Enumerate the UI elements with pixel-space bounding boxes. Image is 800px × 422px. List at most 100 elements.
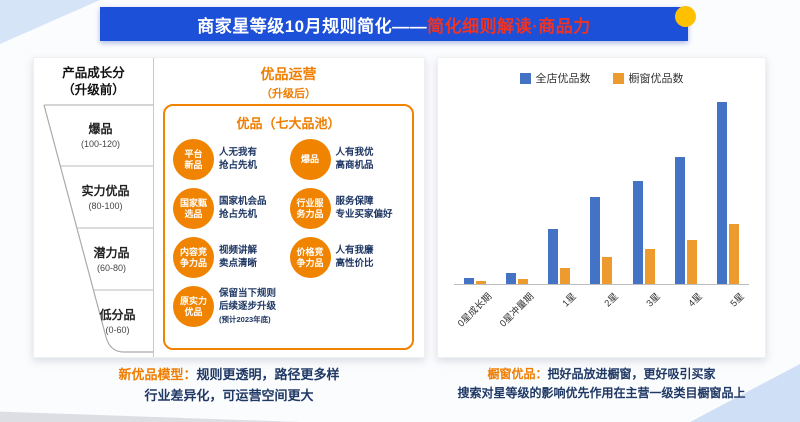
bar-window-count [686, 239, 697, 284]
pool-circle: 价格竞 争力品 [289, 237, 331, 278]
legend-swatch-blue [519, 72, 531, 84]
tier-hot-product: 爆品 (100-120) [34, 120, 153, 149]
pool-item-industry-service: 行业服 务力品 服务保障 专业买家偏好 [289, 188, 405, 229]
bar-group [632, 94, 655, 284]
bar-store-count [548, 228, 559, 284]
right-panel: 全店优品数 橱窗优品数 [437, 57, 766, 358]
x-label-cell: 2星 [590, 285, 620, 337]
pool-circle: 内容竞 争力品 [173, 237, 214, 278]
left-caption-line1: 新优品模型：规则更透明，路径更多样 [33, 365, 425, 386]
x-tick-label: 0星冲量期 [497, 291, 537, 330]
slide-title-main: 商家星等级10月规则简化—— [197, 16, 428, 36]
left-caption-line2: 行业差异化，可运营空间更大 [144, 387, 314, 403]
operation-subtitle: （升级后） [261, 88, 316, 100]
legend-label: 全店优品数 [535, 73, 591, 85]
bar-store-count [632, 181, 643, 284]
pool-desc: 保留当下规则 后续逐步升级 [219, 288, 277, 312]
growth-column-title: 产品成长分 （升级前） [62, 66, 125, 97]
pool-item-price-competitive: 价格竞 争力品 人有我廉 高性价比 [289, 237, 405, 278]
pool-box: 优品（七大品池） 平台 新品 人无我有 抢占先机 爆品 人有我优 高商机品 国家… [163, 104, 414, 350]
pool-circle: 原实力 优品 [173, 286, 214, 327]
bar-window-count [518, 279, 529, 284]
tier-strong-product: 实力优品 (80-100) [34, 182, 153, 211]
bar-store-count [464, 277, 475, 284]
pool-circle: 行业服 务力品 [289, 188, 331, 229]
x-tick-label: 5星 [728, 291, 747, 310]
left-panel: 产品成长分 （升级前） 爆品 (100-120) 实力优品 (80-100) [33, 57, 425, 358]
pool-grid: 平台 新品 人无我有 抢占先机 爆品 人有我优 高商机品 国家甄 选品 国家机会… [173, 139, 404, 327]
bar-group [674, 94, 697, 284]
pool-circle: 国家甄 选品 [173, 188, 214, 229]
bar-chart: 0星成长期 0星冲量期 1星 2星 3星 4星 5星 [454, 94, 749, 337]
right-caption-text: 把好品放进橱窗，更好吸引买家 [547, 367, 716, 381]
x-label-cell: 1星 [548, 285, 578, 337]
pool-desc: 人有我廉 高性价比 [335, 245, 374, 269]
chart-plot-area [454, 94, 749, 285]
x-label-cell: 4星 [675, 285, 704, 337]
right-caption-line2: 搜索对星等级的影响优先作用在主营一级类目橱窗品上 [457, 386, 746, 401]
pool-item-national-select: 国家甄 选品 国家机会品 抢占先机 [173, 188, 288, 229]
pool-desc: 视频讲解 卖点清晰 [219, 245, 258, 269]
x-tick-label: 0星成长期 [455, 291, 494, 330]
pool-desc: 国家机会品 抢占先机 [219, 196, 267, 220]
pool-item-content-competitive: 内容竞 争力品 视频讲解 卖点清晰 [173, 237, 288, 278]
chart-legend: 全店优品数 橱窗优品数 [438, 58, 765, 86]
left-caption-text: 规则更透明，路径更多样 [196, 367, 340, 382]
x-tick-label: 4星 [686, 291, 705, 310]
left-caption: 新优品模型：规则更透明，路径更多样 行业差异化，可运营空间更大 [33, 365, 425, 407]
pool-title: 优品（七大品池） [236, 116, 341, 131]
bar-window-count [728, 223, 739, 284]
tier-name: 潜力品 [93, 245, 130, 260]
x-tick-label: 3星 [644, 291, 663, 310]
bar-store-count [590, 196, 601, 284]
yellow-dot-decoration [675, 6, 696, 27]
bar-group [464, 94, 487, 284]
chart-x-labels: 0星成长期 0星冲量期 1星 2星 3星 4星 5星 [454, 285, 749, 337]
tier-name: 低分品 [99, 307, 136, 322]
x-label-cell: 0星成长期 [456, 285, 494, 337]
tier-name: 爆品 [88, 121, 113, 136]
right-caption: 橱窗优品：把好品放进橱窗，更好吸引买家 搜索对星等级的影响优先作用在主营一级类目… [437, 365, 766, 403]
bar-group [548, 94, 571, 284]
tier-low-score-product: 低分品 (0-60) [34, 306, 153, 335]
bar-window-count [644, 249, 655, 284]
pool-item-hot: 爆品 人有我优 高商机品 [289, 139, 405, 180]
legend-label: 橱窗优品数 [628, 73, 684, 85]
corner-decoration-top-left [0, 0, 100, 44]
bar-store-count [716, 101, 727, 284]
bar-window-count [602, 257, 613, 284]
bar-store-count [506, 272, 517, 284]
pool-desc: 人有我优 高商机品 [335, 147, 374, 171]
bar-group [506, 94, 529, 284]
operation-title: 优品运营 [260, 66, 317, 82]
pool-item-platform-new: 平台 新品 人无我有 抢占先机 [173, 139, 288, 180]
bar-window-count [560, 268, 571, 284]
tier-range: (100-120) [80, 138, 121, 149]
left-caption-lead: 新优品模型： [118, 367, 197, 382]
x-tick-label: 1星 [560, 291, 579, 310]
legend-item-window-count: 橱窗优品数 [612, 70, 684, 86]
operation-column: 优品运营 （升级后） 优品（七大品池） 平台 新品 人无我有 抢占先机 爆品 人… [154, 58, 424, 357]
tier-range: (60-80) [96, 262, 126, 273]
corner-decoration-bottom-left [0, 411, 300, 422]
pool-desc: 服务保障 专业买家偏好 [335, 196, 393, 220]
right-caption-line1: 橱窗优品：把好品放进橱窗，更好吸引买家 [437, 365, 766, 384]
pool-desc: 人无我有 抢占先机 [219, 147, 258, 171]
title-banner: 商家星等级10月规则简化—— 简化细则解读·商品力 [100, 7, 688, 41]
legend-item-store-count: 全店优品数 [519, 70, 591, 86]
bar-group [716, 94, 739, 284]
tier-potential-product: 潜力品 (60-80) [34, 244, 153, 273]
legend-swatch-orange [612, 72, 624, 84]
x-label-cell: 5星 [717, 285, 747, 337]
bar-window-count [476, 280, 487, 284]
x-label-cell: 0星冲量期 [498, 285, 536, 337]
tier-range: (0-60) [105, 324, 130, 335]
growth-funnel: 爆品 (100-120) 实力优品 (80-100) 潜力品 (60-80) 低… [34, 104, 153, 354]
tier-range: (80-100) [88, 200, 123, 211]
bar-group [590, 94, 613, 284]
growth-score-column: 产品成长分 （升级前） 爆品 (100-120) 实力优品 (80-100) [34, 58, 154, 357]
bar-store-count [674, 157, 685, 284]
right-caption-lead: 橱窗优品： [487, 367, 548, 381]
pool-circle: 爆品 [289, 139, 331, 180]
